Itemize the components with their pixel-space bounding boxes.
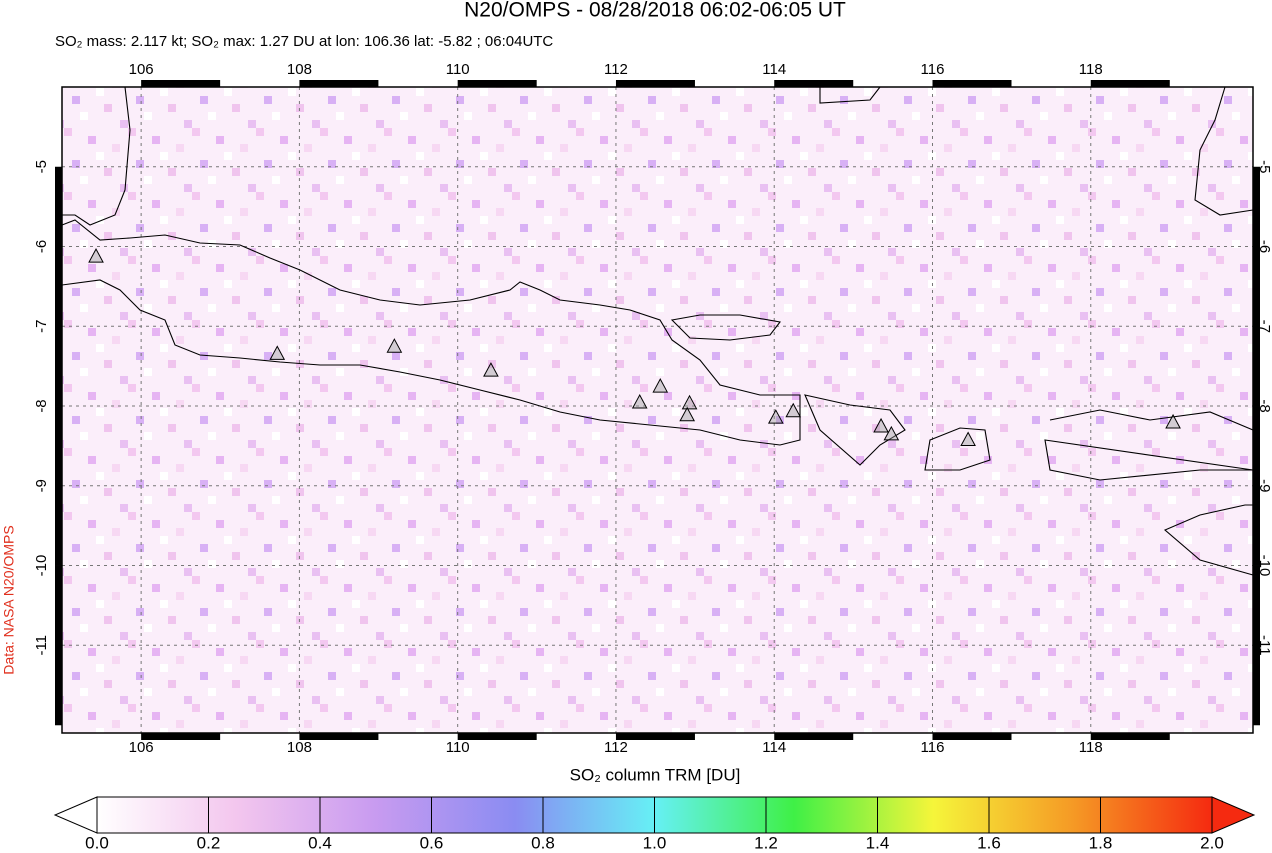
y-tick-label: -11 bbox=[1256, 635, 1272, 656]
x-tick-label: 118 bbox=[1079, 61, 1103, 78]
tick-bar bbox=[1090, 733, 1170, 740]
tick-bar bbox=[55, 166, 62, 247]
x-tick-label: 108 bbox=[287, 739, 312, 756]
volcano bbox=[269, 345, 286, 360]
y-tick-label: -9 bbox=[33, 479, 50, 492]
y-tick-label: -9 bbox=[1256, 479, 1272, 492]
colorbar-arrow-low bbox=[53, 796, 98, 834]
tick-bar bbox=[457, 80, 537, 87]
tick-bar bbox=[1253, 246, 1260, 327]
volcano bbox=[883, 425, 900, 441]
colorbar-tick-label: 0.4 bbox=[308, 833, 332, 852]
x-tick-label: 110 bbox=[446, 61, 470, 78]
tick-bar bbox=[55, 246, 62, 327]
tick-bar bbox=[299, 733, 379, 740]
tick-bar bbox=[615, 733, 695, 740]
y-tick-label: -10 bbox=[1256, 555, 1272, 577]
volcano bbox=[386, 338, 403, 353]
tick-bar bbox=[141, 80, 221, 87]
x-tick-label: 112 bbox=[604, 739, 628, 756]
tick-bar bbox=[932, 80, 1012, 87]
colorbar-label: SO₂ column TRM [DU] bbox=[570, 765, 741, 784]
volcano bbox=[88, 248, 104, 263]
grid bbox=[62, 87, 1253, 733]
tick-bar bbox=[55, 485, 62, 566]
volcano bbox=[483, 362, 499, 377]
tick-bar bbox=[1253, 485, 1260, 566]
chart-title: N20/OMPS - 08/28/2018 06:02-06:05 UT bbox=[464, 0, 846, 22]
y-tick-label: -8 bbox=[1256, 399, 1272, 412]
volcano bbox=[652, 378, 669, 393]
coastlines bbox=[61, 86, 1254, 576]
credit: Data: NASA N20/OMPS bbox=[1, 525, 17, 674]
tick-bar bbox=[141, 733, 221, 740]
colorbar-arrow-high bbox=[1211, 796, 1256, 834]
tick-bar bbox=[1090, 80, 1170, 87]
colorbar-tick-label: 0.6 bbox=[420, 833, 444, 852]
volcano bbox=[960, 431, 976, 447]
x-tick-label: 116 bbox=[921, 739, 945, 756]
tick-bar bbox=[774, 80, 854, 87]
tick-bar bbox=[299, 80, 379, 87]
tick-bar bbox=[1253, 645, 1260, 726]
volcano bbox=[1165, 413, 1181, 429]
colorbar-tick-label: 1.2 bbox=[754, 833, 778, 852]
volcano bbox=[679, 406, 696, 422]
tick-bar bbox=[55, 565, 62, 646]
colorbar-tick-label: 0.2 bbox=[197, 833, 221, 852]
y-tick-label: -7 bbox=[33, 320, 50, 333]
map-background bbox=[62, 87, 1253, 733]
x-tick-label: 108 bbox=[287, 61, 312, 78]
tick-bar bbox=[1253, 406, 1260, 487]
tick-bar bbox=[1253, 565, 1260, 646]
colorbar-tick-label: 1.0 bbox=[643, 833, 667, 852]
x-tick-label: 114 bbox=[762, 739, 786, 756]
volcano bbox=[631, 393, 648, 409]
x-tick-label: 112 bbox=[604, 61, 628, 78]
y-tick-label: -7 bbox=[1256, 320, 1272, 333]
tick-bar bbox=[55, 326, 62, 407]
y-tick-label: -5 bbox=[33, 160, 50, 173]
y-tick-label: -11 bbox=[33, 635, 50, 656]
x-tick-label: 106 bbox=[129, 739, 154, 756]
volcano bbox=[785, 402, 802, 418]
tick-bar bbox=[55, 645, 62, 726]
y-tick-label: -6 bbox=[33, 240, 50, 253]
y-tick-label: -6 bbox=[1256, 240, 1272, 253]
x-tick-label: 118 bbox=[1079, 739, 1103, 756]
volcanoes bbox=[88, 248, 1181, 447]
x-tick-label: 110 bbox=[446, 739, 470, 756]
tick-bar bbox=[1253, 326, 1260, 407]
tick-bar bbox=[615, 80, 695, 87]
x-tick-label: 116 bbox=[921, 61, 945, 78]
colorbar-tick-label: 1.8 bbox=[1089, 833, 1113, 852]
volcano bbox=[681, 394, 698, 410]
tick-bar bbox=[932, 733, 1012, 740]
tick-bar bbox=[1253, 166, 1260, 247]
colorbar-tick-label: 0.0 bbox=[85, 833, 109, 852]
tick-bar bbox=[457, 733, 537, 740]
colorbar-tick-label: 0.8 bbox=[531, 833, 555, 852]
colorbar-tick-label: 1.6 bbox=[977, 833, 1001, 852]
subtitle: SO₂ mass: 2.117 kt; SO₂ max: 1.27 DU at … bbox=[55, 33, 553, 50]
x-tick-label: 114 bbox=[762, 61, 786, 78]
x-tick-label: 106 bbox=[129, 61, 154, 78]
y-tick-label: -5 bbox=[1256, 160, 1272, 173]
colorbar-tick-label: 2.0 bbox=[1200, 833, 1224, 852]
volcano bbox=[873, 417, 889, 433]
tick-bar bbox=[55, 406, 62, 487]
y-tick-label: -8 bbox=[33, 399, 50, 412]
volcano bbox=[767, 409, 784, 424]
colorbar-tick-label: 1.4 bbox=[866, 833, 890, 852]
colorbar: 0.0 0.2 0.4 0.6 0.8 1.0 1.2 1.4 1.6 1.8 2.0 bbox=[53, 796, 1256, 852]
tick-bar bbox=[774, 733, 854, 740]
y-tick-label: -10 bbox=[33, 555, 50, 577]
